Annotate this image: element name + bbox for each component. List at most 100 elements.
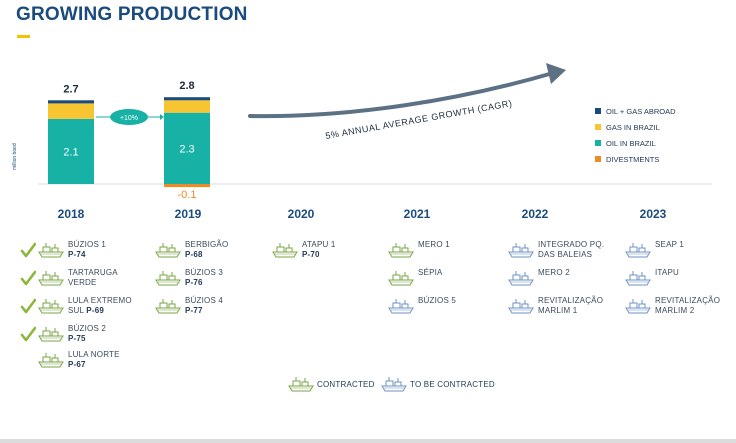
project-name: ITAPU xyxy=(655,268,679,278)
project-name-line: BÚZIOS 1 xyxy=(68,240,107,249)
project-name-line: BÚZIOS 2 xyxy=(68,324,107,333)
legend-swatch xyxy=(595,108,601,114)
project-item: SÉPIA xyxy=(388,268,498,294)
legend-swatch xyxy=(595,140,601,146)
growth-badge xyxy=(110,109,148,125)
ship-icon xyxy=(155,271,181,286)
project-name-line: INTEGRADO PQ. xyxy=(538,240,605,249)
value-label-divestments-2019: -0.1 xyxy=(178,189,197,200)
legend-contracted: CONTRACTED xyxy=(288,376,388,392)
project-item: BÚZIOS 4 P-77 xyxy=(155,296,265,322)
ship-icon xyxy=(38,243,64,258)
platform-unit: P-75 xyxy=(68,334,86,343)
ship-icon xyxy=(625,271,651,286)
legend-swatch xyxy=(595,124,601,130)
project-item: INTEGRADO PQ. DAS BALEIAS xyxy=(508,240,618,266)
project-name-line: MERO 1 xyxy=(418,240,450,249)
total-label-2018: 2.7 xyxy=(63,83,78,95)
ship-icon xyxy=(388,271,414,286)
project-item: TARTARUGA VERDE xyxy=(20,268,130,294)
ship-icon xyxy=(38,299,64,314)
checkmark-icon xyxy=(20,270,36,286)
project-name-line: SEAP 1 xyxy=(655,240,685,249)
project-name-line: SUL xyxy=(68,306,87,315)
project-name-line: LULA NORTE xyxy=(68,350,120,359)
project-name: TARTARUGA VERDE xyxy=(68,268,118,288)
project-item: REVITALIZAÇÃO MARLIM 2 xyxy=(625,296,735,322)
ship-icon xyxy=(508,243,534,258)
year-header-2022: 2022 xyxy=(521,207,549,221)
platform-unit: P-69 xyxy=(86,306,104,315)
legend-to-be-contracted-label: TO BE CONTRACTED xyxy=(410,380,495,389)
project-item: REVITALIZAÇÃO MARLIM 1 xyxy=(508,296,618,322)
checkmark-icon xyxy=(20,326,36,342)
bar-segment-oil-in-brazil-2018 xyxy=(48,118,94,184)
platform-unit: P-68 xyxy=(185,250,203,259)
ship-icon xyxy=(155,299,181,314)
bar-segment-oil-in-brazil-2019 xyxy=(164,112,210,184)
project-name-line: BERBIGÃO xyxy=(185,240,229,249)
ship-icon xyxy=(508,299,534,314)
project-name-line: MARLIM 1 xyxy=(538,306,578,315)
year-header-2018: 2018 xyxy=(57,207,85,221)
project-name: INTEGRADO PQ. DAS BALEIAS xyxy=(538,240,604,260)
title-underline xyxy=(17,35,30,38)
value-label-oil-2019: 2.3 xyxy=(179,143,194,155)
checkmark-icon xyxy=(20,242,36,258)
project-item: BÚZIOS 2 P-75 xyxy=(20,324,130,350)
project-item: ITAPU xyxy=(625,268,735,294)
project-name: BÚZIOS 2 P-75 xyxy=(68,324,106,344)
ship-icon xyxy=(508,271,534,286)
ship-icon xyxy=(38,271,64,286)
platform-unit: P-77 xyxy=(185,306,203,315)
project-name: LULA EXTREMO SUL P-69 xyxy=(68,296,132,316)
ship-icon xyxy=(288,377,314,392)
project-name: MERO 1 xyxy=(418,240,450,250)
ship-icon xyxy=(38,353,64,368)
project-name: BÚZIOS 3 P-76 xyxy=(185,268,223,288)
project-name: BERBIGÃO P-68 xyxy=(185,240,228,260)
project-item: SEAP 1 xyxy=(625,240,735,266)
legend-contracted-label: CONTRACTED xyxy=(317,380,375,389)
bar-segment-gas-in-brazil-2019 xyxy=(164,100,210,113)
project-item: MERO 2 xyxy=(508,268,618,294)
y-axis-label: million boed xyxy=(12,143,18,170)
project-name-line: BÚZIOS 5 xyxy=(418,296,457,305)
bar-segment-gas-in-brazil-2018 xyxy=(48,103,94,119)
badge-arrowhead xyxy=(160,114,164,120)
project-name-line: REVITALIZAÇÃO xyxy=(655,296,721,305)
project-name-line: REVITALIZAÇÃO xyxy=(538,296,604,305)
project-name: MERO 2 xyxy=(538,268,570,278)
project-name: REVITALIZAÇÃO MARLIM 2 xyxy=(655,296,720,316)
project-name-line: ITAPU xyxy=(655,268,679,277)
project-name: BÚZIOS 4 P-77 xyxy=(185,296,223,316)
legend-label: GAS IN BRAZIL xyxy=(606,123,660,132)
project-name-line: BÚZIOS 3 xyxy=(185,268,224,277)
project-name: LULA NORTE P-67 xyxy=(68,350,120,370)
legend-label: OIL + GAS ABROAD xyxy=(606,107,676,116)
project-name-line: LULA EXTREMO xyxy=(68,296,132,305)
platform-unit: P-76 xyxy=(185,278,203,287)
project-name-line: VERDE xyxy=(68,278,97,287)
project-item: BÚZIOS 3 P-76 xyxy=(155,268,265,294)
year-header-2021: 2021 xyxy=(403,207,431,221)
legend-to-be-contracted: TO BE CONTRACTED xyxy=(381,376,501,392)
year-header-2020: 2020 xyxy=(287,207,315,221)
project-name: BÚZIOS 1 P-74 xyxy=(68,240,106,260)
project-name-line: MARLIM 2 xyxy=(655,306,695,315)
project-name: SEAP 1 xyxy=(655,240,684,250)
platform-unit: P-74 xyxy=(68,250,86,259)
total-label-2019: 2.8 xyxy=(179,80,194,92)
value-label-oil-2018: 2.1 xyxy=(63,146,78,158)
project-item: BÚZIOS 5 xyxy=(388,296,498,322)
year-header-2019: 2019 xyxy=(174,207,202,221)
legend-label: DIVESTMENTS xyxy=(606,155,659,164)
ship-icon xyxy=(625,243,651,258)
project-name: ATAPU 1 P-70 xyxy=(302,240,336,260)
bar-segment-oil-gas-abroad-2018 xyxy=(48,100,94,104)
bar-segment-oil-gas-abroad-2019 xyxy=(164,97,210,101)
project-name: SÉPIA xyxy=(418,268,443,278)
project-item: MERO 1 xyxy=(388,240,498,266)
ship-icon xyxy=(388,299,414,314)
